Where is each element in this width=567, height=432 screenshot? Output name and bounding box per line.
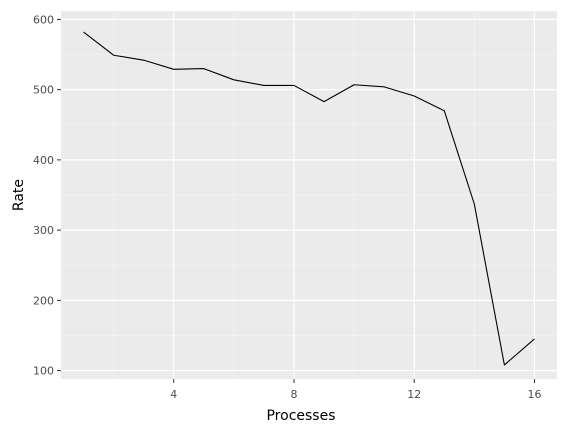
y-tick-label: 600: [33, 13, 54, 26]
series-layer: [83, 31, 535, 366]
x-tick-label: 4: [170, 388, 177, 401]
y-tick-label: 500: [33, 84, 54, 97]
y-axis-title: Rate: [11, 179, 27, 211]
x-tick-label: 16: [527, 388, 541, 401]
y-tick-label: 100: [33, 365, 54, 378]
x-tick-label: 8: [290, 388, 297, 401]
y-tick-label: 200: [33, 294, 54, 307]
y-axis: 100 200 300 400 500 600: [33, 13, 61, 378]
series-line: [83, 31, 535, 366]
y-tick-label: 400: [33, 154, 54, 167]
x-tick-label: 12: [407, 388, 421, 401]
major-grid: [61, 11, 557, 379]
x-axis: 4 8 12 16: [170, 379, 541, 401]
y-tick-label: 300: [33, 224, 54, 237]
minor-grid: [61, 11, 557, 379]
x-axis-title: Processes: [266, 408, 335, 424]
